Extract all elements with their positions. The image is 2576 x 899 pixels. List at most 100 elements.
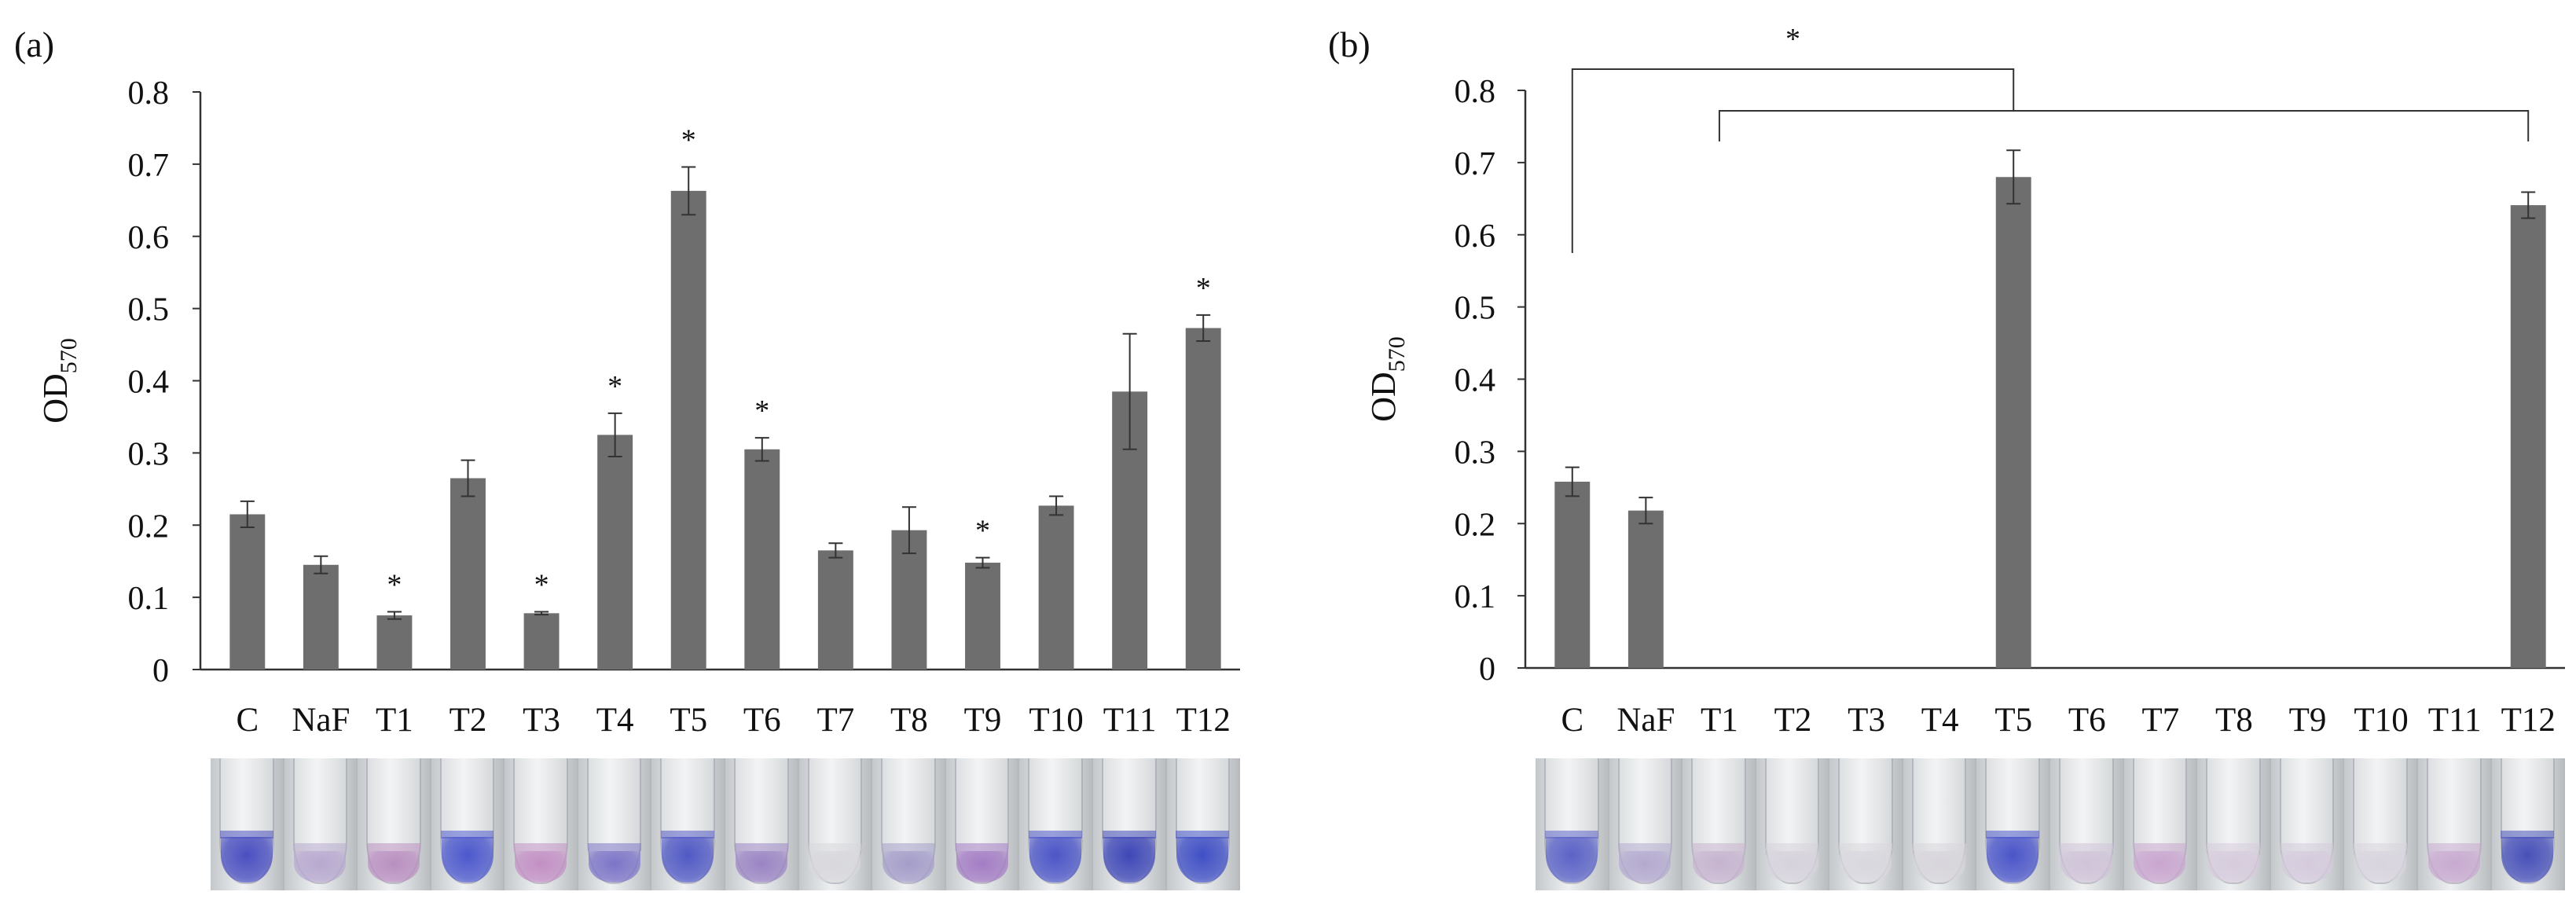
crystal-violet-stain	[1766, 851, 1818, 882]
stained-tube	[284, 758, 358, 890]
crystal-violet-stain	[809, 851, 861, 882]
stained-tube	[211, 758, 284, 890]
stained-tube	[1019, 758, 1093, 890]
tube-biofilm-ring	[587, 843, 641, 851]
panel-a-x-tick-label: T10	[1029, 702, 1083, 739]
tube-biofilm-ring	[440, 831, 494, 838]
panel-b-bar-naf	[1627, 510, 1664, 668]
panel-b-bar-c	[1554, 481, 1591, 668]
tube-biofilm-ring	[2207, 843, 2260, 851]
crystal-violet-stain	[2354, 851, 2407, 882]
stained-tube	[798, 758, 873, 890]
panel-b-x-tick-label: T9	[2289, 702, 2327, 739]
tube-biofilm-ring	[1618, 843, 1672, 851]
tube-biofilm-ring	[955, 843, 1009, 851]
panel-b-x-tick-label: T2	[1774, 702, 1812, 739]
stained-tube	[945, 758, 1020, 890]
panel-b-bar-t12	[2510, 205, 2546, 668]
stained-tube	[725, 758, 799, 890]
stained-tube	[505, 758, 578, 890]
panel-a-bar-t7	[817, 550, 853, 670]
significance-star: *	[1196, 272, 1211, 305]
crystal-violet-stain	[367, 851, 420, 882]
crystal-violet-stain	[2427, 851, 2480, 882]
panel-a-x-tick-label: T3	[523, 702, 560, 739]
panel-a-y-tick-label: 0.8	[128, 75, 170, 112]
panel-a-x-tick-label: C	[236, 702, 259, 739]
panel-a-x-tick-label: T4	[596, 702, 634, 739]
tube-biofilm-ring	[2354, 843, 2408, 851]
crystal-violet-stain	[1913, 851, 1965, 882]
crystal-violet-stain	[2207, 851, 2259, 882]
panel-a-y-tick-label: 0.1	[128, 581, 170, 617]
panel-a-x-tick-label: T7	[816, 702, 854, 739]
stained-tube	[2344, 758, 2418, 890]
panel-a-x-tick-label: T1	[376, 702, 413, 739]
stained-tube	[2197, 758, 2271, 890]
panel-b-x-tick-label: T3	[1848, 702, 1885, 739]
panel-a-x-tick-label: T11	[1103, 702, 1157, 739]
panel-a-bar-t9	[965, 563, 1000, 670]
panel-b-x-tick-label: T7	[2141, 702, 2179, 739]
y-axis-label-main: OD	[36, 373, 75, 424]
crystal-violet-stain	[735, 851, 787, 882]
stained-tube	[1536, 758, 1609, 890]
tube-biofilm-ring	[2059, 843, 2113, 851]
panel-a-bar-t12	[1185, 328, 1221, 670]
tube-biofilm-ring	[1176, 831, 1230, 838]
crystal-violet-stain	[2060, 851, 2112, 882]
significance-star: *	[681, 124, 696, 157]
stained-tube	[1166, 758, 1240, 890]
panel-b-label: (b)	[1328, 24, 1371, 64]
panel-b-x-tick-label: T5	[1994, 702, 2032, 739]
tube-biofilm-ring	[219, 831, 273, 838]
panel-b-y-tick-label: 0.3	[1455, 435, 1496, 471]
tube-biofilm-ring	[1912, 843, 1966, 851]
stained-tube	[2050, 758, 2124, 890]
stained-tube	[1976, 758, 2051, 890]
panel-a-x-tick-label: T9	[964, 702, 1002, 739]
stained-tube	[2417, 758, 2492, 890]
stained-tube	[1756, 758, 1830, 890]
tube-biofilm-ring	[734, 843, 788, 851]
panel-b-x-tick-label: T11	[2428, 702, 2482, 739]
significance-star: *	[607, 370, 622, 403]
panel-b-x-tick-label: C	[1561, 702, 1583, 739]
panel-b-y-tick-label: 0.1	[1455, 579, 1496, 615]
panel-b-x-tick-label: T4	[1921, 702, 1959, 739]
panel-a-label: (a)	[14, 24, 54, 64]
significance-star: *	[754, 394, 769, 427]
stained-tube	[1829, 758, 1903, 890]
panel-a-bar-t5	[670, 190, 706, 670]
panel-b-tube-photo-strip	[1536, 758, 2565, 890]
crystal-violet-stain	[1029, 837, 1082, 882]
panel-b-x-tick-label: T6	[2068, 702, 2106, 739]
panel-b-y-tick-label: 0.8	[1455, 74, 1496, 110]
panel-a-bar-naf	[303, 564, 339, 670]
crystal-violet-stain	[1619, 851, 1671, 882]
panel-b-y-tick-label: 0.2	[1455, 507, 1496, 543]
panel-a-bar-t10	[1038, 505, 1074, 670]
panel-a-y-tick-label: 0.5	[128, 292, 170, 328]
tube-biofilm-ring	[1839, 843, 1892, 851]
crystal-violet-stain	[956, 851, 1008, 882]
panel-a-bar-t4	[597, 435, 633, 670]
tube-biofilm-ring	[2280, 843, 2334, 851]
panel-b-y-tick-label: 0.4	[1455, 363, 1496, 399]
crystal-violet-stain	[1176, 837, 1229, 882]
significance-star: *	[534, 569, 549, 602]
crystal-violet-stain	[883, 851, 934, 882]
tube-biofilm-ring	[514, 843, 567, 851]
crystal-violet-stain	[2501, 837, 2554, 882]
panel-a-bar-t3	[523, 613, 560, 670]
crystal-violet-stain	[294, 851, 347, 882]
panel-a-bar-t2	[450, 478, 486, 670]
panel-a-y-tick-label: 0.3	[128, 436, 170, 472]
tube-biofilm-ring	[1544, 831, 1598, 838]
significance-star: *	[387, 569, 402, 602]
significance-bracket-control	[1571, 68, 2015, 253]
y-axis-label-subscript: 570	[1384, 336, 1410, 372]
stained-tube	[872, 758, 946, 890]
panel-a-y-tick-label: 0.6	[128, 220, 170, 256]
